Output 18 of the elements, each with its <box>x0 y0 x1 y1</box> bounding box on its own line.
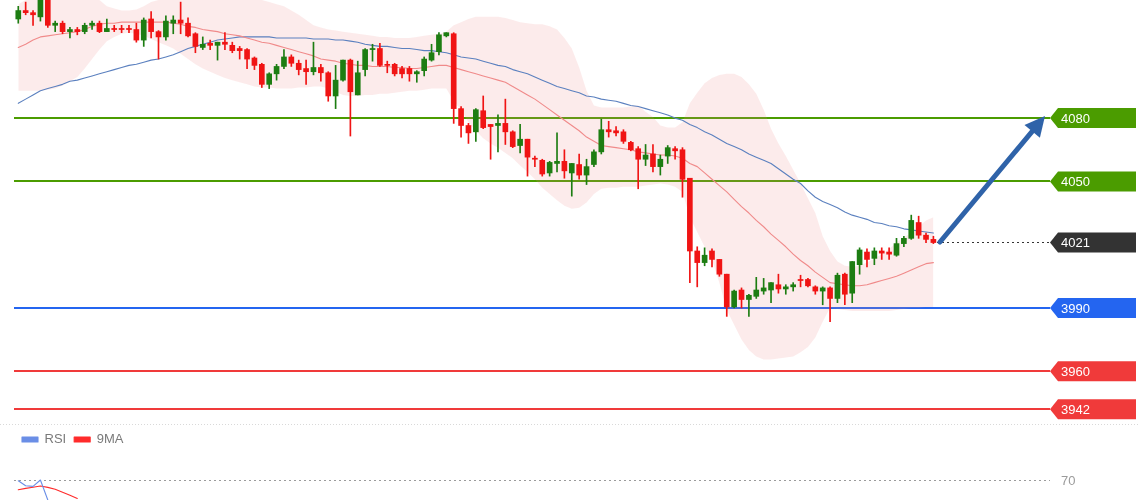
candlestick <box>126 24 132 34</box>
text: 70 <box>1061 472 1076 488</box>
ref-line-label: 4080 <box>1061 110 1090 126</box>
candlestick <box>413 70 420 83</box>
ref-line-label: 4021 <box>1061 235 1090 251</box>
candlestick <box>222 32 228 50</box>
ref-line-label: 3960 <box>1061 363 1090 379</box>
candlestick <box>495 114 501 153</box>
legend-label: RSI <box>44 431 67 447</box>
legend-label: 9MA <box>96 431 124 447</box>
candlestick <box>532 155 538 167</box>
candlestick <box>554 132 560 173</box>
ref-line-label: 3990 <box>1061 300 1090 316</box>
candlestick <box>672 146 678 160</box>
candlestick <box>517 124 523 154</box>
ref-line-label: 4050 <box>1061 173 1090 189</box>
candlestick <box>30 10 36 26</box>
ref-line-label: 3942 <box>1061 401 1090 417</box>
